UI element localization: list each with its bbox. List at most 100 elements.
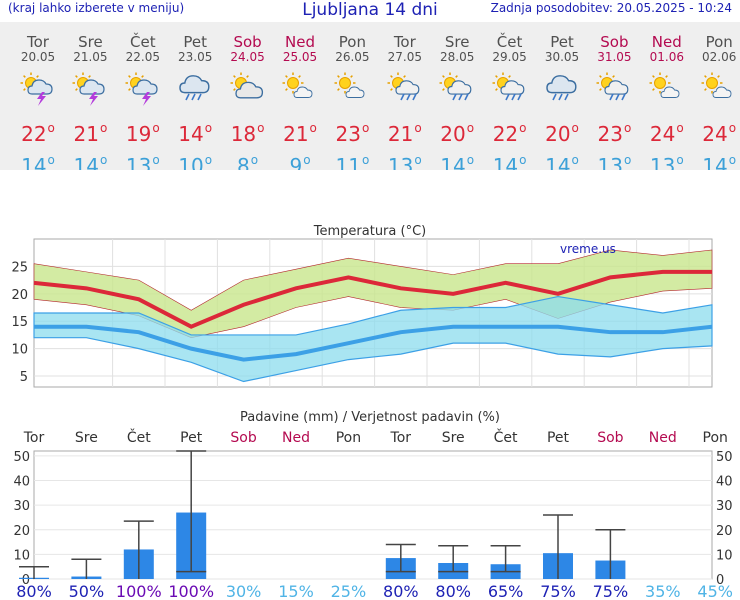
precipitation-y-tick-right: 10 <box>716 548 733 563</box>
watermark: vreme.us <box>560 242 616 256</box>
temperature-y-tick: 20 <box>11 288 28 303</box>
day-date: 26.05 <box>335 50 370 64</box>
temperature-chart-title: Temperatura (°C) <box>313 224 426 239</box>
day-column: Ned 01.06 24o 13o <box>641 22 693 178</box>
day-name: Sre <box>78 33 103 51</box>
precipitation-x-label: Sre <box>442 430 465 446</box>
day-name: Pon <box>338 33 366 51</box>
day-name: Ned <box>285 33 315 51</box>
precipitation-probability: 45% <box>697 582 733 600</box>
day-date: 31.05 <box>597 50 632 64</box>
sun-cloud-rain-icon <box>492 72 524 101</box>
precipitation-x-label: Ned <box>282 430 310 446</box>
temp-max: 21o <box>73 121 108 146</box>
temp-max: 23o <box>335 121 370 146</box>
sun-cloud-thunder-icon <box>125 72 158 106</box>
precipitation-y-tick-right: 30 <box>716 499 733 514</box>
precipitation-y-tick-left: 30 <box>13 499 30 514</box>
day-name: Tor <box>393 33 416 51</box>
day-column: Pon 02.06 24o 14o <box>693 22 740 178</box>
day-name: Pet <box>550 33 574 51</box>
precipitation-y-tick-right: 0 <box>716 573 724 588</box>
sun-cloud-rain-icon <box>439 72 472 101</box>
temperature-y-tick: 5 <box>20 370 28 385</box>
precipitation-probability: 30% <box>226 582 262 600</box>
day-date: 02.06 <box>702 50 737 64</box>
precipitation-y-tick-left: 10 <box>13 548 30 563</box>
precipitation-y-tick-left: 40 <box>13 475 30 490</box>
precipitation-x-label: Sob <box>230 430 256 446</box>
day-date: 22.05 <box>125 50 160 64</box>
day-column: Tor 20.05 22o 14o <box>12 22 64 178</box>
day-column: Čet 29.05 22o 14o <box>484 22 536 178</box>
precipitation-x-label: Ned <box>649 430 677 446</box>
temp-max: 24o <box>702 121 737 146</box>
spacer <box>0 170 740 215</box>
precipitation-x-label: Pet <box>547 430 570 446</box>
day-column: Ned 25.05 21o 9o <box>274 22 326 178</box>
sun-cloud-icon <box>230 72 263 99</box>
temp-max: 21o <box>387 121 422 146</box>
day-date: 29.05 <box>492 50 527 64</box>
precipitation-y-tick-right: 40 <box>716 475 733 490</box>
day-name: Pet <box>183 33 207 51</box>
precipitation-probability: 25% <box>331 582 367 600</box>
precipitation-probability: 75% <box>593 582 629 600</box>
precipitation-y-tick-right: 50 <box>716 450 733 465</box>
day-name: Čet <box>130 33 156 51</box>
sun-small-cloud-icon <box>649 72 680 98</box>
precipitation-probability: 80% <box>383 582 419 600</box>
temp-max: 21o <box>283 121 317 146</box>
precipitation-y-tick-left: 0 <box>22 573 30 588</box>
temperature-y-tick: 15 <box>11 315 28 330</box>
day-date: 30.05 <box>544 50 580 64</box>
temp-max: 14o <box>178 121 213 146</box>
day-name: Sob <box>600 33 629 51</box>
day-date: 27.05 <box>387 50 422 64</box>
day-name: Pon <box>705 33 733 51</box>
cloud-rain-icon <box>546 75 577 101</box>
day-name: Tor <box>27 33 49 51</box>
precipitation-probability: 50% <box>69 582 105 600</box>
day-date: 25.05 <box>282 50 318 64</box>
day-date: 21.05 <box>73 50 108 64</box>
menu-hint: (kraj lahko izberete v meniju) <box>8 1 185 15</box>
day-column: Pet 23.05 14o 10o <box>169 22 221 178</box>
temperature-y-tick: 25 <box>11 260 28 275</box>
day-column: Sob 31.05 23o 13o <box>588 22 640 178</box>
temp-max: 18o <box>230 121 265 146</box>
temp-max: 22o <box>492 121 527 146</box>
precipitation-probability: 65% <box>488 582 524 600</box>
precipitation-probability: 80% <box>435 582 471 600</box>
precipitation-probability: 15% <box>278 582 314 600</box>
day-date: 24.05 <box>230 50 265 64</box>
sun-cloud-rain-icon <box>596 72 629 101</box>
sun-small-cloud-icon <box>701 72 732 98</box>
precipitation-x-label: Pet <box>180 430 203 446</box>
day-column: Sre 21.05 21o 14o <box>64 22 116 178</box>
sun-cloud-thunder-icon <box>20 72 53 106</box>
day-date: 20.05 <box>20 50 56 64</box>
precipitation-x-label: Pon <box>336 430 361 446</box>
day-column: Pet 30.05 20o 14o <box>536 22 588 178</box>
day-name: Ned <box>651 33 682 51</box>
day-name: Čet <box>496 33 523 51</box>
precipitation-probability: 80% <box>16 582 52 600</box>
sun-cloud-thunder-icon <box>72 72 105 106</box>
precipitation-x-label: Tor <box>390 430 412 446</box>
cloud-rain-icon <box>179 75 210 101</box>
tmin-line <box>34 324 713 362</box>
precipitation-chart-title: Padavine (mm) / Verjetnost padavin (%) <box>240 410 500 425</box>
precipitation-x-label: Čet <box>494 428 518 446</box>
page-title: Ljubljana 14 dni <box>302 0 438 20</box>
tmax-line <box>33 269 712 329</box>
day-name: Sob <box>233 33 262 51</box>
header: (kraj lahko izberete v meniju) Ljubljana… <box>0 0 740 22</box>
temp-max: 24o <box>649 121 684 146</box>
day-column: Čet 22.05 19o 13o <box>117 22 169 178</box>
temperature-y-tick: 10 <box>11 343 28 358</box>
temp-max: 19o <box>125 121 160 146</box>
precipitation-y-tick-right: 20 <box>716 524 733 539</box>
temp-max: 23o <box>597 121 632 146</box>
precipitation-y-tick-left: 20 <box>13 524 30 539</box>
